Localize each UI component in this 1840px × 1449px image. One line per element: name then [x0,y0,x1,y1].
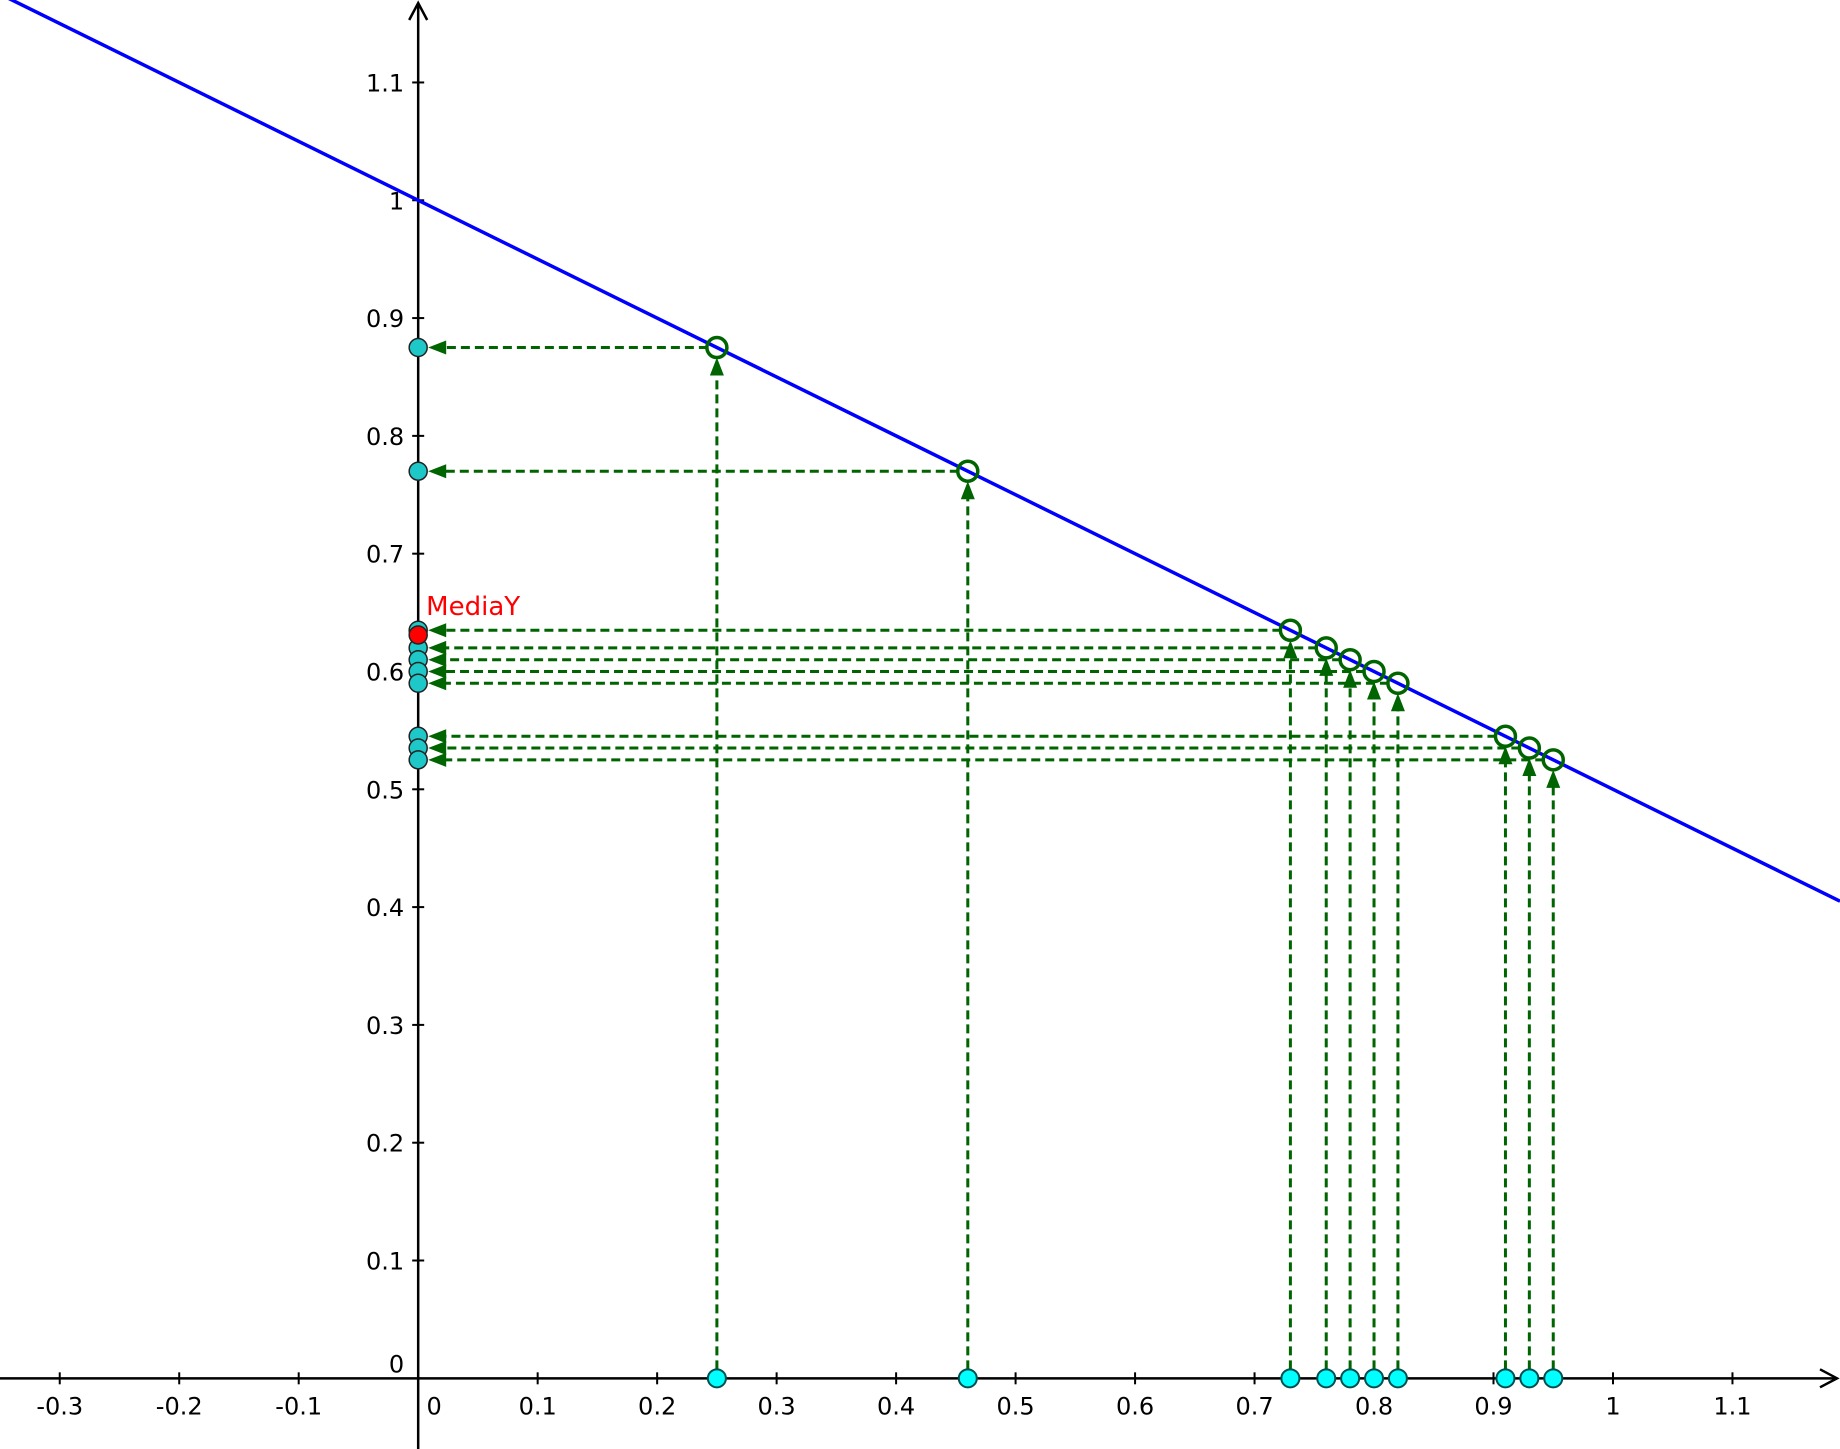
x-tick-label: 0.7 [1235,1392,1273,1420]
vertical-arrow [1390,693,1405,712]
y-tick-label: 0.9 [366,305,404,333]
x-tick-label: 0.2 [638,1392,676,1420]
y-point [408,673,428,694]
mean-y-label: MediaY [426,592,520,622]
x-tick-label: 1 [1605,1392,1620,1420]
x-point [1543,1368,1564,1389]
horizontal-arrow [428,752,447,767]
horizontal-arrow [428,464,447,479]
line-point [1386,671,1410,696]
y-tick-label: 0.1 [366,1248,404,1276]
y-tick-label: 0.7 [366,541,404,569]
x-tick-label: 1.1 [1713,1392,1751,1420]
y-origin-label: 0 [389,1350,404,1378]
vertical-arrow [1546,769,1561,788]
x-tick-label: 0.8 [1355,1392,1393,1420]
data-points [408,335,1565,1389]
line-point [956,459,980,483]
mean-y-point [408,625,428,645]
line-point [1338,647,1362,672]
y-axis-arrow [408,0,429,21]
x-tick-label: 0 [427,1392,442,1420]
horizontal-arrow [428,623,447,638]
horizontal-arrow [428,640,447,655]
x-tick-label: 0.3 [758,1392,796,1420]
x-tick-label: 0.6 [1116,1392,1154,1420]
line-point [1362,659,1386,684]
y-tick-label: 1.1 [366,69,404,97]
vertical-arrow [960,481,975,500]
vertical-arrow [1283,640,1298,659]
horizontal-arrow [428,664,447,679]
line-point [705,335,729,360]
horizontal-arrow [428,652,447,667]
x-point [1387,1368,1408,1389]
x-tick-label: -0.3 [36,1392,83,1420]
line-point [1517,736,1542,760]
x-tick-label: 0.5 [996,1392,1034,1420]
labels: MediaY [426,592,520,622]
horizontal-arrow [428,676,447,691]
x-point [1316,1368,1337,1389]
y-tick-label: 0.6 [366,658,404,686]
y-point [408,750,428,770]
x-tick-label: 0.9 [1474,1392,1512,1420]
x-point [1280,1368,1301,1389]
x-tick-label: -0.2 [156,1392,203,1420]
y-tick-label: 1 [389,187,404,215]
regression-line-group [7,0,1840,903]
x-point [1519,1368,1540,1389]
x-point [1364,1368,1385,1389]
line-point [1278,618,1303,643]
vertical-arrow [1367,681,1382,700]
x-tick-label: -0.1 [275,1392,322,1420]
y-tick-label: 0.5 [366,776,404,804]
x-tick-label: 0.4 [877,1392,915,1420]
y-tick-label: 0.3 [366,1012,404,1040]
y-point [408,337,428,358]
horizontal-arrow [428,340,447,355]
projection-lines [428,340,1561,1370]
y-tick-label: 0.8 [366,423,404,451]
x-point [1340,1368,1361,1389]
x-tick-label: 0.1 [519,1392,557,1420]
horizontal-arrow [428,741,447,756]
vertical-arrow [1522,758,1537,777]
y-point [408,461,428,481]
x-axis-arrow [1819,1368,1840,1389]
horizontal-arrow [428,729,447,744]
line-point [1314,636,1338,660]
line-point [1541,748,1565,772]
regression-line [7,0,1840,903]
x-point [1495,1368,1516,1389]
x-point [706,1368,727,1389]
x-point [957,1368,978,1389]
y-tick-label: 0.2 [366,1130,404,1158]
vertical-arrow [709,357,724,376]
line-point [1493,724,1518,749]
y-tick-label: 0.4 [366,894,404,922]
